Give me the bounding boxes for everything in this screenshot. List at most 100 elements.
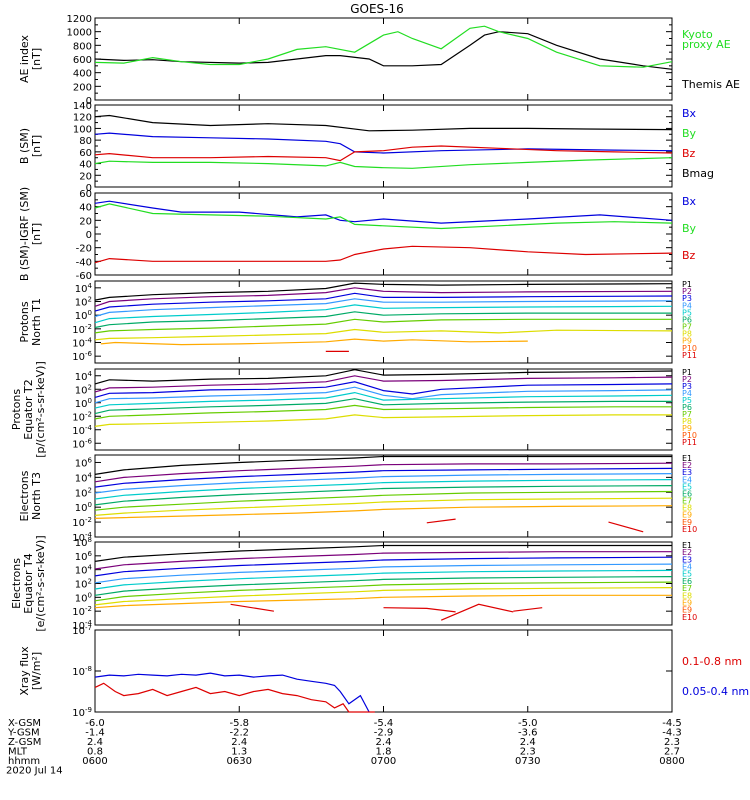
series-e1 [94,544,672,562]
y-axis-label: Protons [18,301,31,342]
y-tick-label: 104 [75,282,93,295]
x-row-value: -2.9 [374,728,394,739]
series-e3 [94,556,673,577]
panel-frame [94,541,673,626]
panel-frame [94,454,673,538]
legend-entry: P4 [682,389,692,398]
y-tick-label: 10-2 [72,323,92,336]
y-tick-label: 108 [75,536,92,549]
y-axis-label: North T3 [30,472,43,520]
x-row-value: 2.3 [664,737,680,748]
legend-entry: E1 [682,541,692,550]
legend-entry: P4 [682,301,692,310]
x-row-value: 2.4 [376,737,392,748]
legend-entry: P9 [682,337,692,346]
legend-entry: 0.05-0.4 nm [682,685,749,698]
y-tick-label: 102 [75,296,92,309]
x-row-value: -5.0 [518,718,538,729]
y-tick-label: 10-7 [72,624,92,637]
y-tick-label: 800 [73,41,92,52]
series-e9 [94,594,672,609]
x-row-value: -2.2 [229,728,249,739]
series-e9 [94,505,673,519]
series-p6 [94,311,672,329]
y-tick-label: 106 [75,456,93,469]
x-row-label: MLT [8,747,28,758]
y-tick-label: 106 [75,550,93,563]
y-tick-label: 100 [73,124,92,135]
legend-entry: By [682,222,697,235]
legend-entry: E5 [682,570,692,579]
series-p9 [100,338,528,346]
series-p5 [94,391,673,409]
series-p6 [94,398,672,415]
legend-entry: P5 [682,308,692,317]
y-tick-label: 104 [75,370,93,383]
series-e5 [94,569,673,590]
y-tick-label: 400 [73,69,92,80]
y-tick-label: 100 [75,501,92,514]
x-row-value: 2.7 [664,747,680,758]
legend-entry: E10 [682,613,697,622]
legend-entry: E1 [682,454,692,463]
legend-entry: P1 [682,280,692,289]
series-e3 [94,467,673,488]
y-axis-label: Protons [10,389,23,430]
y-axis-label: Electrons [18,470,31,521]
figure-title: GOES-16 [350,2,404,16]
legend-entry: E3 [682,555,692,564]
x-row-value: 1.3 [231,747,247,758]
legend-entry: proxy AE [682,38,731,51]
legend-entry: E9 [682,518,692,527]
y-tick-label: 60 [79,148,92,159]
legend-entry: E7 [682,584,692,593]
y-axis-label: Equator T4 [22,553,35,613]
y-axis-label: B (SM) [18,128,31,164]
y-tick-label: 0 [86,230,92,241]
x-row-value: -6.0 [85,718,105,729]
legend-entry: P2 [682,287,692,296]
y-tick-label: 104 [75,564,93,577]
series-p7 [94,318,672,334]
legend-entry: P6 [682,315,692,324]
y-tick-label: 102 [75,383,92,396]
legend-entry: E6 [682,577,692,586]
x-row-value: -5.4 [374,718,394,729]
legend-entry: P7 [682,323,692,332]
x-row-value: -5.8 [229,718,249,729]
legend-entry: P3 [682,382,692,391]
legend-entry: E4 [682,475,692,484]
legend-entry: Themis AE [681,78,740,91]
x-row-value: 0730 [515,756,540,767]
y-axis-label: Electrons [10,558,23,609]
x-row-value: -4.5 [662,718,682,729]
legend-entry: E9 [682,598,692,607]
panel-frame [94,17,673,101]
y-tick-label: 10-2 [72,410,92,423]
panel-frame [94,192,673,276]
x-row-label: hhmm [8,756,40,767]
y-tick-label: 0 [86,96,92,107]
y-axis-label: Xray flux [18,646,31,696]
x-row-value: 0.8 [87,747,103,758]
y-axis-label: [nT] [30,48,43,70]
legend-entry: P10 [682,344,697,353]
legend-entry: E5 [682,482,692,491]
series-themis-ae [94,31,673,70]
legend-entry: E10 [682,525,697,534]
y-tick-label: 10-2 [72,516,92,529]
series-0-05-0-4-nm [94,672,370,713]
series-p2 [94,375,673,393]
series-e8 [94,497,673,516]
panel-frame [94,629,673,713]
x-row-value: 0600 [82,756,107,767]
y-tick-label: 20 [79,171,92,182]
series-e10a [426,518,456,524]
series-bx [94,132,673,154]
series-bz [94,245,673,264]
legend-entry: E8 [682,504,692,513]
